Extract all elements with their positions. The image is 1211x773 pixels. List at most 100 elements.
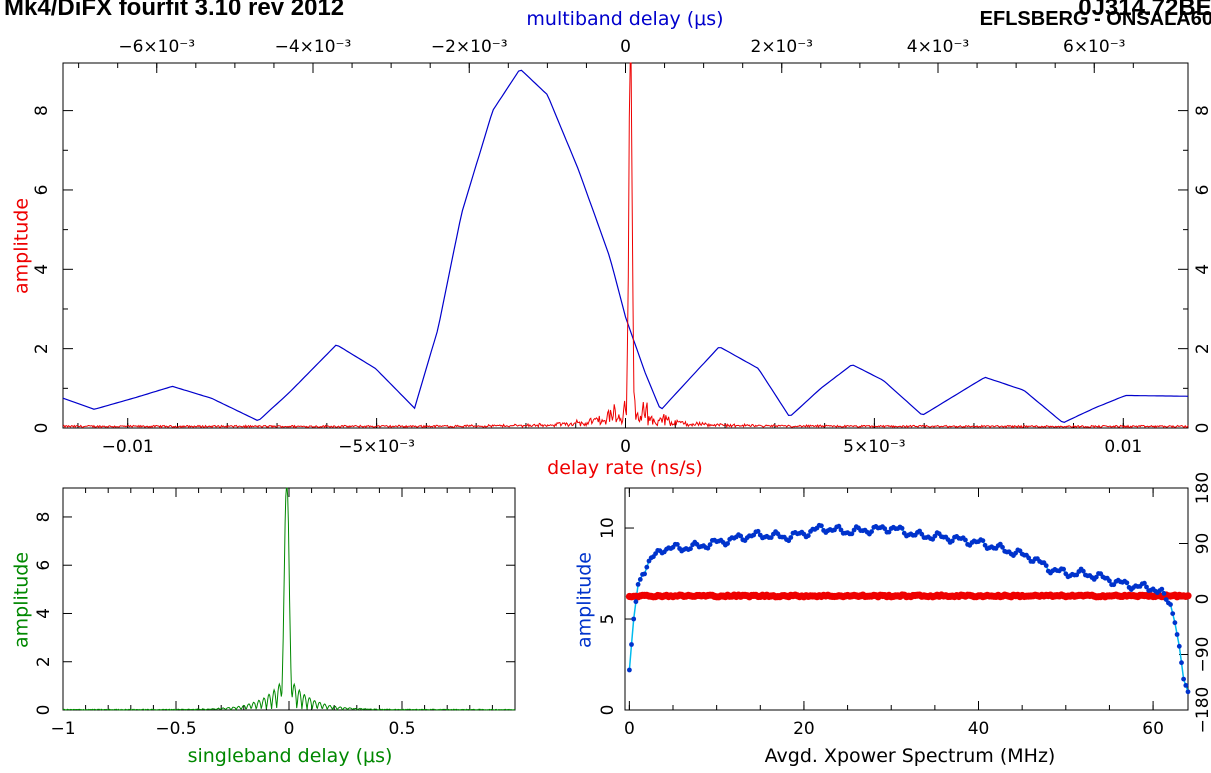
amplitude-point <box>1142 580 1147 586</box>
amplitude-point <box>1172 620 1178 626</box>
amplitude-point <box>755 528 761 534</box>
amplitude-point <box>1161 591 1167 596</box>
amplitude-point <box>1159 586 1165 592</box>
amplitude-point <box>1026 555 1032 561</box>
amplitude-point <box>1181 676 1186 682</box>
amplitude-point <box>1061 566 1066 572</box>
y2-tick-label: 90 <box>1193 533 1211 555</box>
x-tick-label: 0.01 <box>1104 437 1142 457</box>
y2-tick-label: 0 <box>1193 594 1211 605</box>
amplitude-point <box>838 527 844 533</box>
x-tick-label: 0 <box>624 719 635 739</box>
multiband-delay-line <box>62 69 1189 423</box>
amplitude-point <box>963 537 968 543</box>
header-source: 0J314.72BED <box>1078 0 1211 21</box>
y-tick-label: 0 <box>32 423 52 434</box>
amplitude-point <box>725 541 730 546</box>
amplitude-point <box>1185 689 1191 695</box>
amplitude-point <box>1144 584 1149 590</box>
amplitude-point <box>637 577 643 582</box>
amplitude-point <box>1174 632 1180 637</box>
amplitude-point <box>1168 602 1173 607</box>
y-tick-label: 8 <box>34 512 54 523</box>
amplitude-point <box>1107 578 1112 584</box>
y-tick-label: 4 <box>32 264 52 275</box>
plot-frame <box>62 62 1189 429</box>
y-axis-title: amplitude <box>11 198 33 294</box>
amplitude-point <box>805 533 811 539</box>
x-tick-label: −0.01 <box>102 437 154 457</box>
x-axis-title: Avgd. Xpower Spectrum (MHz) <box>765 745 1056 767</box>
amplitude-point <box>919 531 925 537</box>
amplitude-point <box>642 571 647 577</box>
amplitude-point <box>1000 544 1005 550</box>
y-axis-title: amplitude <box>11 552 33 648</box>
x-tick-label: 0 <box>620 437 631 457</box>
amplitude-point <box>819 523 824 529</box>
amplitude-point <box>1093 574 1099 580</box>
amplitude-line <box>628 524 1189 693</box>
y-tick-label: 0 <box>598 705 618 716</box>
x-axis-title: singleband delay (μs) <box>188 745 393 767</box>
top-x-tick-label: 0 <box>620 37 631 57</box>
top-x-axis-title: multiband delay (μs) <box>526 8 723 30</box>
amplitude-point <box>768 535 774 540</box>
y-tick-label: 4 <box>34 608 54 619</box>
amplitude-point <box>705 545 711 551</box>
header-title: Mk4/DiFX fourfit 3.10 rev 2012 <box>4 0 345 21</box>
amplitude-point <box>631 616 637 622</box>
x-tick-label: 0 <box>284 719 295 739</box>
amplitude-point <box>1183 683 1189 688</box>
y-tick-label: 10 <box>598 517 618 539</box>
amplitude-point <box>629 642 634 647</box>
amplitude-point <box>1080 568 1086 574</box>
x-tick-label: 0.5 <box>388 719 415 739</box>
top-x-tick-label: 4×10⁻³ <box>907 37 969 57</box>
y2-tick-label: −90 <box>1193 637 1211 673</box>
panel-singleband-delay: 0 2 4 6 8 −1 −0.5 0 0.5 singleband delay (μs) ampl… <box>11 487 516 767</box>
y2-tick-label: −180 <box>1193 687 1211 734</box>
amplitude-point <box>869 529 874 534</box>
amplitude-point <box>932 533 938 539</box>
amplitude-point <box>1074 572 1080 578</box>
x-tick-label: 5×10⁻³ <box>843 437 905 457</box>
singleband-delay-line <box>62 487 516 711</box>
y-tick-label-right: 0 <box>1193 423 1211 434</box>
amplitude-point <box>1179 660 1184 666</box>
y-tick-label: 2 <box>32 343 52 354</box>
amplitude-point <box>688 546 693 552</box>
y-tick-label: 6 <box>34 560 54 571</box>
amplitude-point <box>1124 580 1130 586</box>
y-tick-label: 8 <box>32 105 52 116</box>
y-tick-label-right: 6 <box>1193 185 1211 196</box>
panel-delay-rate: 0 0 2 2 4 4 6 6 8 8 −0.01 −5×10⁻³ 0 5×10⁻³ 0.01 −6×10⁻³… <box>11 8 1211 479</box>
amplitude-point <box>644 564 650 570</box>
amplitude-point <box>788 535 794 540</box>
y-tick-label: 2 <box>34 656 54 667</box>
plot-frame <box>62 487 516 711</box>
header-baseline: EFLSBERG - ONSALA60 <box>979 8 1211 30</box>
top-x-tick-label: 6×10⁻³ <box>1063 37 1125 57</box>
amplitude-point <box>627 667 632 673</box>
top-x-tick-label: −6×10⁻³ <box>118 37 195 57</box>
amplitude-point <box>882 526 888 531</box>
x-tick-label: 60 <box>1142 719 1164 739</box>
x-tick-label: 40 <box>968 719 990 739</box>
x-tick-label: −5×10⁻³ <box>338 437 415 457</box>
y2-tick-label: 180 <box>1193 472 1211 504</box>
y-tick-label-right: 8 <box>1193 105 1211 116</box>
x-tick-label: 20 <box>793 719 815 739</box>
delay-rate-line <box>62 62 1189 429</box>
amplitude-point <box>886 529 892 535</box>
amplitude-point <box>949 538 955 544</box>
x-tick-label: −0.5 <box>155 719 196 739</box>
amplitude-point <box>1170 611 1176 616</box>
amplitude-point <box>738 533 744 539</box>
y-axis-title: amplitude <box>574 552 596 648</box>
y-tick-label: 6 <box>32 185 52 196</box>
amplitude-point <box>836 523 842 529</box>
panel-xpower-spectrum: 0 5 10 −180 −90 0 90 180 0 20 40 60 Avgd. Xpower Spe… <box>574 472 1211 767</box>
amplitude-point <box>899 525 905 531</box>
y-tick-label-right: 4 <box>1193 264 1211 275</box>
